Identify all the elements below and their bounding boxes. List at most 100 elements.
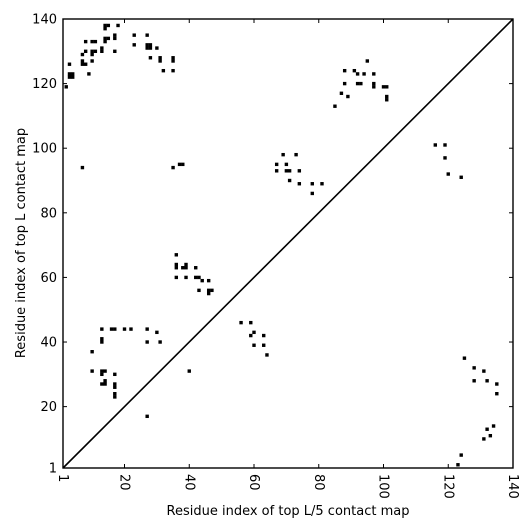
plot-frame [62, 18, 514, 469]
upper-contact-point [132, 43, 136, 47]
lower-contact-point [482, 369, 486, 373]
lower-contact-point [485, 427, 489, 431]
y-tick-label: 100 [32, 142, 57, 157]
upper-contact-point [155, 46, 159, 50]
y-tick-label: 60 [40, 271, 57, 286]
lower-contact-point [265, 353, 269, 357]
upper-contact-point [310, 191, 314, 196]
upper-contact-point [362, 72, 366, 76]
lower-contact-point [249, 333, 253, 338]
lower-contact-point [100, 337, 104, 341]
upper-contact-point [385, 94, 389, 99]
lower-contact-point [252, 343, 256, 347]
lower-contact-point [206, 278, 211, 283]
lower-contact-point [113, 327, 117, 331]
upper-contact-point [113, 49, 117, 54]
upper-contact-point [132, 33, 136, 37]
lower-contact-point [145, 327, 149, 331]
upper-contact-point [171, 56, 175, 60]
lower-contact-point [174, 275, 179, 280]
upper-contact-point [446, 172, 450, 176]
upper-contact-point [80, 165, 85, 170]
lower-contact-point [488, 433, 493, 438]
upper-contact-point [443, 143, 447, 147]
upper-contact-point [113, 33, 117, 37]
lower-contact-point [456, 463, 460, 467]
upper-contact-point [158, 59, 162, 63]
lower-contact-point [184, 266, 188, 270]
lower-contact-point [482, 437, 486, 441]
lower-contact-point [113, 372, 117, 377]
upper-contact-point [177, 162, 182, 167]
x-tick-label: 60 [246, 474, 261, 491]
lower-contact-point [158, 340, 162, 344]
upper-contact-point [148, 56, 153, 60]
upper-contact-point [106, 23, 111, 28]
upper-contact-point [297, 182, 302, 186]
lower-contact-point [197, 288, 201, 293]
upper-contact-point [103, 39, 107, 44]
upper-contact-point [355, 72, 360, 76]
upper-contact-point [67, 72, 72, 76]
upper-contact-point [113, 36, 117, 41]
lower-contact-point [100, 382, 104, 386]
upper-contact-point [372, 81, 376, 86]
lower-contact-point [472, 379, 476, 383]
lower-contact-point [187, 369, 191, 373]
lower-contact-point [459, 453, 463, 457]
upper-contact-point [294, 152, 298, 157]
upper-contact-point [342, 68, 347, 73]
lower-contact-point [472, 366, 476, 370]
x-tick-label: 20 [117, 474, 132, 491]
upper-contact-point [171, 59, 175, 63]
lower-contact-point [174, 253, 179, 257]
upper-contact-point [459, 175, 463, 179]
upper-contact-point [274, 169, 279, 173]
upper-contact-point [93, 39, 98, 44]
y-tick-label: 20 [40, 400, 57, 415]
lower-contact-point [184, 262, 188, 267]
upper-contact-point [103, 23, 107, 28]
lower-contact-point [181, 266, 185, 270]
lower-contact-point [100, 369, 104, 373]
diagonal-line [62, 18, 514, 469]
upper-contact-point [320, 182, 324, 186]
lower-contact-point [122, 327, 127, 331]
upper-contact-point [90, 52, 94, 57]
lower-contact-point [90, 369, 94, 373]
upper-contact-point [333, 104, 337, 108]
upper-contact-point [145, 43, 149, 47]
lower-contact-point [495, 392, 499, 396]
upper-contact-point [67, 75, 72, 79]
lower-contact-point [129, 327, 133, 331]
x-tick-label: 120 [440, 474, 455, 499]
upper-contact-point [103, 36, 107, 41]
lower-contact-point [174, 266, 179, 270]
lower-contact-point [194, 266, 198, 270]
lower-contact-point [174, 262, 179, 267]
lower-contact-point [262, 343, 266, 347]
upper-contact-point [145, 46, 149, 50]
upper-contact-point [90, 39, 94, 44]
upper-contact-point [346, 94, 350, 99]
lower-contact-point [100, 372, 104, 377]
upper-contact-point [365, 59, 370, 63]
lower-contact-point [200, 278, 204, 283]
lower-contact-point [491, 424, 496, 428]
y-tick-label: 1 [49, 462, 57, 477]
lower-contact-point [252, 330, 256, 335]
upper-contact-point [158, 56, 162, 60]
upper-contact-point [385, 85, 389, 89]
upper-contact-point [145, 33, 149, 37]
upper-contact-point [67, 62, 72, 66]
lower-contact-point [113, 392, 117, 396]
upper-contact-point [83, 62, 88, 66]
lower-contact-point [206, 291, 211, 296]
upper-contact-point [339, 91, 344, 95]
upper-contact-point [171, 68, 175, 73]
upper-contact-point [100, 46, 104, 50]
lower-contact-point [485, 379, 489, 383]
y-tick-label: 140 [32, 13, 57, 28]
x-tick-label: 40 [181, 474, 196, 491]
